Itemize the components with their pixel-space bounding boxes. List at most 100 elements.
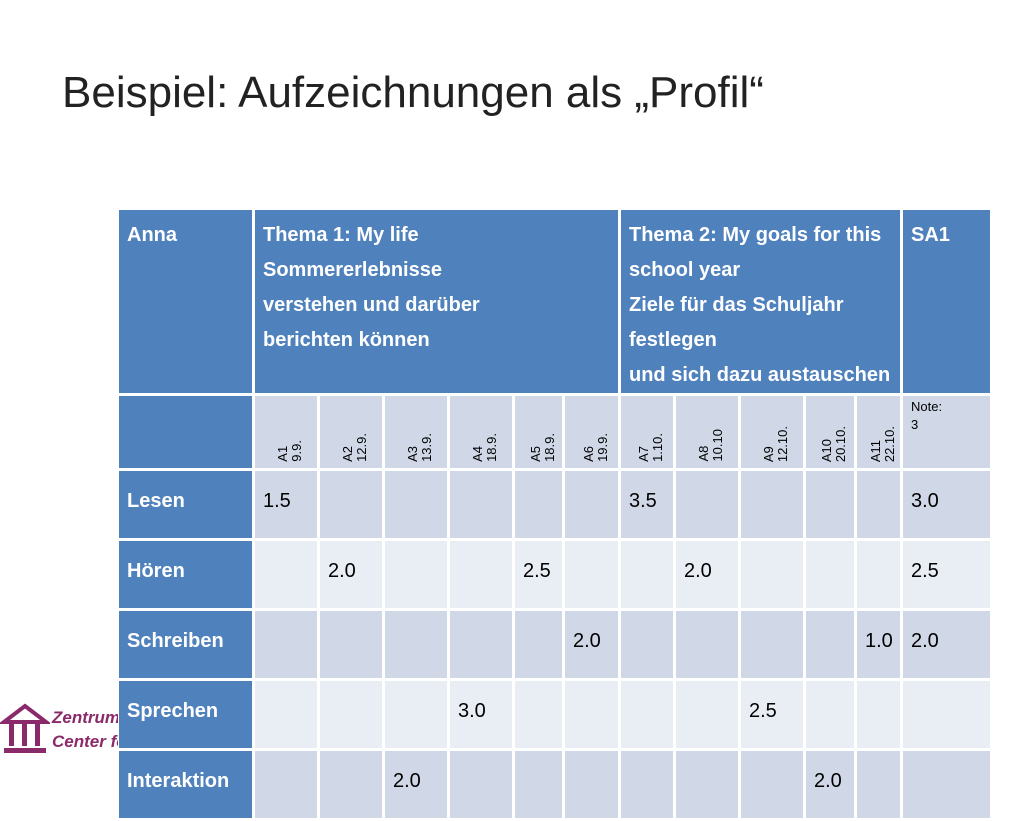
score-cell: [673, 468, 741, 541]
score-value: [320, 471, 382, 489]
score-cell: 3.5: [618, 468, 676, 541]
note-label-line1: Note:: [911, 399, 943, 414]
score-value: 2.0: [573, 630, 601, 652]
score-value: [903, 751, 990, 769]
skill-label-text: Sprechen: [127, 700, 219, 722]
score-cell: [512, 608, 565, 681]
score-cell: [803, 538, 857, 611]
score-cell: [447, 608, 515, 681]
score-cell: [738, 608, 806, 681]
score-cell: [854, 538, 903, 611]
score-cell: 3.0: [900, 468, 993, 541]
assignment-label-a6: A6 19.9.: [580, 433, 610, 462]
sa1-label: SA1: [911, 224, 950, 246]
score-cell: [512, 678, 565, 751]
topic1-text: Thema 1: My life Sommererlebnisse verste…: [255, 210, 618, 358]
score-value: [676, 611, 738, 629]
score-value: 3.0: [458, 700, 486, 722]
assignment-cell-a7: A7 1.10.: [618, 393, 676, 471]
score-cell: [738, 538, 806, 611]
assignment-cell-a2: A2 12.9.: [317, 393, 385, 471]
score-cell: [618, 538, 676, 611]
score-cell: 2.5: [512, 538, 565, 611]
score-value: 2.5: [523, 560, 551, 582]
score-value: 2.0: [328, 560, 356, 582]
skill-label: Interaktion: [116, 748, 255, 821]
topic1-line3: verstehen und darüber: [263, 294, 480, 316]
score-cell: [512, 748, 565, 821]
score-cell: [562, 678, 621, 751]
score-value: [676, 681, 738, 699]
score-value: 1.5: [263, 490, 291, 512]
score-cell: [252, 538, 320, 611]
assignment-label-a5: A5 18.9.: [527, 433, 557, 462]
score-value: [255, 751, 317, 769]
score-value: [450, 471, 512, 489]
score-cell: [562, 538, 621, 611]
score-value: [515, 611, 562, 629]
score-cell: [512, 468, 565, 541]
building-logo-icon: [0, 703, 50, 753]
score-value: 3.5: [629, 490, 657, 512]
profile-table: Anna Thema 1: My life Sommererlebnisse v…: [116, 207, 993, 821]
score-cell: [900, 678, 993, 751]
score-cell: [382, 468, 450, 541]
score-value: [741, 751, 803, 769]
score-cell: [382, 538, 450, 611]
score-value: [857, 751, 900, 769]
score-value: 2.5: [749, 700, 777, 722]
score-cell: 2.0: [900, 608, 993, 681]
topic2-text: Thema 2: My goals for this school year Z…: [621, 210, 900, 393]
assignment-label-a10: A10 20.10.: [819, 425, 848, 462]
score-value: [565, 751, 618, 769]
score-value: 1.0: [865, 630, 893, 652]
score-cell: 2.0: [803, 748, 857, 821]
assignment-cell-a1: A1 9.9.: [252, 393, 320, 471]
score-value: [320, 611, 382, 629]
score-cell: [252, 748, 320, 821]
score-cell: 2.0: [673, 538, 741, 611]
score-cell: [618, 748, 676, 821]
score-cell: [803, 678, 857, 751]
assignment-cell-a11: A11 22.10.: [854, 393, 903, 471]
score-cell: [618, 678, 676, 751]
assignment-label-a1: A1 9.9.: [275, 440, 304, 462]
topic2-line1: Thema 2: My goals for this: [629, 224, 882, 246]
logo-text-line2: Center fo: [52, 732, 118, 751]
score-cell: 1.0: [854, 608, 903, 681]
score-cell: [562, 748, 621, 821]
score-value: [450, 541, 512, 559]
topic1-line2: Sommererlebnisse: [263, 259, 442, 281]
score-cell: [317, 748, 385, 821]
note-label: Note: 3: [911, 398, 942, 434]
score-cell: [673, 608, 741, 681]
assignment-cell-a8: A8 10.10: [673, 393, 741, 471]
score-value: [565, 541, 618, 559]
assignment-row: A1 9.9. A2 12.9. A3 13.9. A4 18.9. A5 18…: [116, 393, 993, 471]
score-value: [621, 681, 673, 699]
score-value: [857, 541, 900, 559]
score-cell: 2.0: [382, 748, 450, 821]
score-cell: [252, 678, 320, 751]
topic2-line2: school year: [629, 259, 741, 281]
score-value: [621, 541, 673, 559]
table-row: Schreiben 2.0 1.0 2.0: [116, 608, 993, 681]
score-value: [676, 751, 738, 769]
score-value: [565, 681, 618, 699]
score-value: [320, 751, 382, 769]
table-row: Lesen 1.5 3.5 3.0: [116, 468, 993, 541]
score-value: [857, 471, 900, 489]
assignment-cell-a10: A10 20.10.: [803, 393, 857, 471]
score-cell: [447, 748, 515, 821]
score-cell: 2.0: [317, 538, 385, 611]
assignment-label-a8: A8 10.10: [696, 429, 725, 462]
note-label-line2: 3: [911, 417, 919, 432]
assignment-label-a2: A2 12.9.: [340, 433, 369, 462]
score-value: [515, 471, 562, 489]
score-cell: [382, 678, 450, 751]
score-cell: [317, 468, 385, 541]
score-cell: [803, 608, 857, 681]
score-cell: [673, 748, 741, 821]
score-cell: [618, 608, 676, 681]
topic2-line3: Ziele für das Schuljahr festlegen: [629, 294, 844, 351]
